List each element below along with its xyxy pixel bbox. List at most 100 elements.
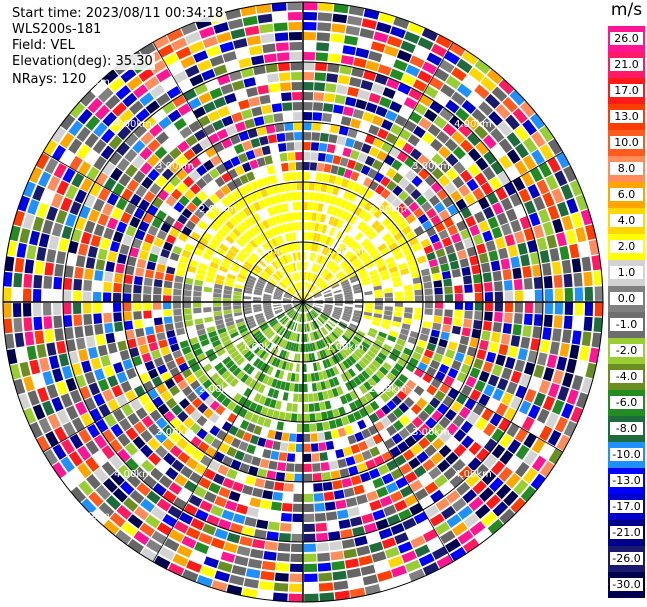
- range-gate: [203, 307, 212, 313]
- range-gate: [267, 134, 278, 144]
- range-gate: [76, 144, 91, 160]
- range-gate: [80, 90, 96, 107]
- range-gate: [173, 373, 184, 384]
- range-gate: [482, 321, 492, 331]
- range-gate: [342, 284, 351, 289]
- range-gate: [288, 22, 302, 31]
- range-gate: [352, 283, 361, 289]
- range-gate: [281, 267, 287, 276]
- range-gate: [124, 442, 139, 456]
- range-gate: [361, 356, 370, 366]
- range-gate: [251, 55, 265, 66]
- range-gate: [319, 267, 325, 276]
- range-gate: [294, 333, 298, 342]
- range-gate: [336, 386, 344, 396]
- range-gate: [290, 553, 303, 562]
- range-gate: [294, 142, 303, 151]
- range-gate: [346, 252, 355, 261]
- range-gate: [188, 259, 199, 268]
- range-gate: [464, 193, 476, 206]
- range-gate: [108, 151, 123, 166]
- range-gate: [228, 490, 241, 502]
- range-gate: [241, 526, 255, 537]
- range-gate: [186, 560, 202, 573]
- range-gate: [339, 362, 347, 372]
- range-gate: [445, 153, 459, 167]
- range-gate: [266, 315, 275, 321]
- range-gate: [324, 295, 333, 299]
- range-gate: [113, 312, 122, 322]
- range-gate: [272, 389, 280, 399]
- range-gate: [510, 396, 523, 411]
- range-gate: [104, 413, 117, 428]
- range-gate: [113, 282, 122, 293]
- range-gate: [356, 330, 366, 337]
- range-gate: [303, 162, 310, 171]
- range-gate: [250, 252, 259, 261]
- range-gate: [246, 242, 255, 252]
- range-gate: [393, 311, 403, 318]
- range-gate: [401, 273, 411, 281]
- range-gate: [253, 116, 265, 127]
- range-gate: [142, 116, 157, 130]
- range-gate: [356, 174, 367, 185]
- range-gate: [143, 318, 153, 328]
- range-gate: [275, 215, 282, 225]
- range-gate: [63, 302, 72, 315]
- range-gate: [173, 302, 182, 309]
- range-gate: [319, 281, 327, 289]
- range-gate: [229, 216, 239, 227]
- colorbar-tick-label: -30.0: [610, 578, 643, 591]
- range-gate: [314, 298, 323, 301]
- range-gate: [386, 77, 400, 90]
- range-gate: [324, 297, 333, 300]
- range-gate: [282, 278, 290, 286]
- range-gate: [284, 213, 290, 222]
- range-gate: [469, 521, 486, 536]
- range-gate: [178, 512, 194, 525]
- range-gate: [141, 459, 155, 473]
- range-gate: [194, 541, 210, 555]
- range-gate: [443, 278, 453, 287]
- range-gate: [326, 335, 333, 344]
- range-gate: [125, 389, 137, 402]
- range-gate: [259, 94, 271, 105]
- range-gate: [78, 428, 92, 444]
- range-gate: [314, 352, 319, 361]
- range-gate: [483, 422, 496, 437]
- range-gate: [382, 252, 392, 260]
- range-gate: [424, 160, 437, 173]
- range-gate: [140, 444, 154, 458]
- range-gate: [303, 423, 310, 432]
- range-gate: [159, 546, 175, 561]
- range-gate: [460, 207, 472, 219]
- range-gate: [497, 171, 511, 186]
- range-gate: [418, 437, 431, 450]
- range-gate: [287, 243, 292, 252]
- range-gate: [490, 160, 504, 175]
- range-gate: [536, 408, 550, 424]
- range-gate: [431, 153, 444, 166]
- range-gate: [398, 262, 408, 271]
- range-gate: [110, 423, 124, 438]
- range-gate: [293, 383, 299, 392]
- range-gate: [537, 352, 548, 366]
- range-gate: [209, 222, 220, 232]
- range-gate: [283, 302, 292, 305]
- range-gate: [438, 338, 448, 348]
- range-gate: [275, 348, 282, 357]
- range-gate: [328, 357, 335, 366]
- range-gate: [357, 37, 372, 49]
- range-gate: [303, 292, 306, 301]
- range-gate: [264, 310, 273, 315]
- range-gate: [264, 328, 272, 336]
- range-gate: [95, 172, 108, 186]
- range-gate: [273, 336, 281, 344]
- range-gate: [373, 31, 389, 43]
- range-gate: [303, 202, 308, 211]
- range-gate: [87, 245, 99, 258]
- range-gate: [318, 582, 334, 592]
- range-gate: [381, 404, 392, 415]
- range-gate: [253, 308, 262, 313]
- range-gate: [378, 527, 393, 540]
